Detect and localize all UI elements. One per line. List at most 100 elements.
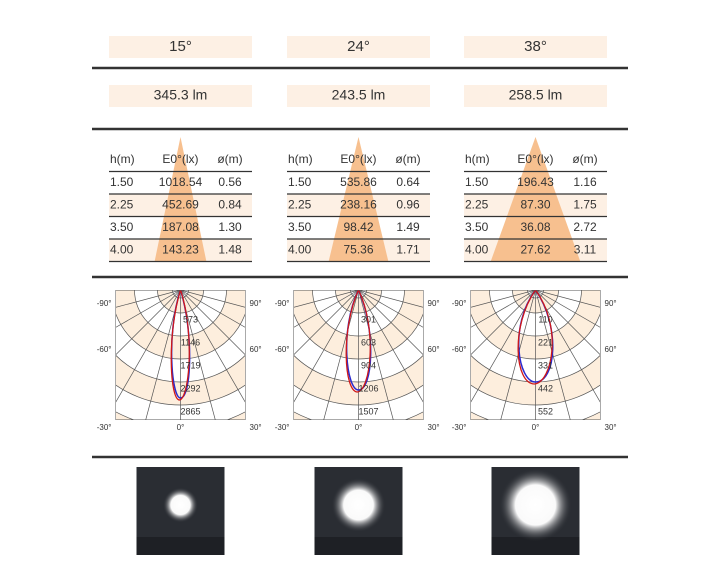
polar-spoke bbox=[358, 290, 424, 328]
table-cell: 0.56 bbox=[218, 175, 242, 189]
curve-red bbox=[345, 290, 371, 393]
photo-floor bbox=[491, 537, 580, 555]
polar-diagram bbox=[470, 290, 601, 420]
table-cell: 1.50 bbox=[465, 175, 489, 189]
table-header: h(m) bbox=[288, 152, 313, 166]
angle-label: -60° bbox=[452, 345, 467, 354]
angle-label: 60° bbox=[605, 345, 617, 354]
polar-spoke bbox=[470, 290, 536, 328]
polar-spoke bbox=[358, 290, 394, 420]
polar-spoke bbox=[323, 290, 359, 420]
polar-spoke bbox=[293, 290, 359, 404]
table-cell: 2.25 bbox=[288, 198, 312, 212]
table-cell: 1.48 bbox=[218, 243, 242, 257]
polar-spoke bbox=[180, 290, 216, 420]
polar-spoke bbox=[145, 290, 181, 420]
photometric-table: h(m) E0°(lx) ø(m) 1.50 196.43 1.16 2.25 87.30 1.… bbox=[464, 137, 607, 263]
angle-label: 90° bbox=[428, 299, 440, 308]
angle-label: -60° bbox=[275, 345, 290, 354]
ring-label: 1507 bbox=[358, 406, 378, 416]
lumen: 243.5 lm bbox=[332, 87, 386, 103]
ring-label: 1206 bbox=[358, 383, 378, 393]
table-cell: 452.69 bbox=[162, 198, 199, 212]
table-cell: 3.11 bbox=[574, 243, 597, 257]
polar-spoke bbox=[535, 290, 601, 328]
table-cell: 238.16 bbox=[340, 198, 377, 212]
lumen: 258.5 lm bbox=[509, 87, 563, 103]
polar-spoke bbox=[115, 290, 181, 404]
ring-label: 1719 bbox=[180, 360, 200, 370]
polar-spoke bbox=[180, 290, 246, 328]
polar-spoke bbox=[535, 290, 601, 308]
table-cell: 1.50 bbox=[288, 175, 312, 189]
photometric-table: h(m) E0°(lx) ø(m) 1.50 535.86 0.64 2.25 238.16 0… bbox=[287, 137, 430, 263]
table-cell: 1.30 bbox=[218, 220, 242, 234]
angle-label: 0° bbox=[532, 423, 540, 432]
angle-label: -90° bbox=[97, 299, 112, 308]
table-cell: 27.62 bbox=[520, 243, 550, 257]
lumen-band bbox=[109, 85, 252, 107]
polar-spoke bbox=[470, 290, 536, 308]
curve-red bbox=[170, 290, 190, 401]
table-cell: 1.49 bbox=[396, 220, 420, 234]
table-cell: 3.50 bbox=[288, 220, 312, 234]
table-cell: 1018.54 bbox=[159, 175, 203, 189]
polar-spoke bbox=[115, 290, 181, 356]
angle-label: 0° bbox=[355, 423, 363, 432]
table-cell: 98.42 bbox=[343, 220, 373, 234]
angle-label: -30° bbox=[97, 423, 112, 432]
polar-spoke bbox=[470, 290, 536, 356]
angle-label: -90° bbox=[452, 299, 467, 308]
beam-angle: 15° bbox=[169, 38, 192, 55]
table-cell: 1.71 bbox=[396, 243, 420, 257]
ring-label: 301 bbox=[361, 314, 376, 324]
table-cell: 0.96 bbox=[396, 198, 420, 212]
angle-label: 30° bbox=[605, 423, 617, 432]
ring-label: 331 bbox=[538, 360, 553, 370]
angle-label: 60° bbox=[250, 345, 262, 354]
polar-spoke bbox=[115, 290, 181, 328]
angle-label: -90° bbox=[275, 299, 290, 308]
ring-label: 603 bbox=[361, 337, 376, 347]
polar-spoke bbox=[180, 290, 246, 356]
polar-diagram bbox=[293, 290, 424, 420]
polar-spoke bbox=[535, 290, 571, 420]
polar-spoke bbox=[500, 290, 536, 420]
table-cell: 36.08 bbox=[520, 220, 550, 234]
lumen: 345.3 lm bbox=[154, 87, 208, 103]
polar-spoke bbox=[293, 290, 359, 308]
ring-label: 110 bbox=[538, 314, 552, 324]
beam-angle: 38° bbox=[524, 38, 547, 55]
lumen-band bbox=[464, 85, 607, 107]
polar-spoke bbox=[358, 290, 424, 404]
angle-label: -60° bbox=[97, 345, 112, 354]
table-header: ø(m) bbox=[572, 152, 597, 166]
angle-label: 30° bbox=[250, 423, 262, 432]
table-cell: 2.25 bbox=[110, 198, 134, 212]
photo-floor bbox=[136, 537, 225, 555]
angle-label: 30° bbox=[428, 423, 440, 432]
polar-spoke bbox=[358, 290, 424, 308]
light-spot bbox=[499, 468, 572, 542]
ring-label: 904 bbox=[361, 360, 376, 370]
angle-label: 60° bbox=[428, 345, 440, 354]
table-header: E0°(lx) bbox=[340, 152, 376, 166]
table-cell: 4.00 bbox=[465, 243, 489, 257]
light-spot bbox=[331, 478, 386, 532]
angle-label: 90° bbox=[250, 299, 262, 308]
beam-triangle bbox=[490, 137, 581, 262]
polar-spoke bbox=[115, 290, 181, 308]
angle-band bbox=[109, 36, 252, 58]
table-header: ø(m) bbox=[217, 152, 242, 166]
photometric-table: h(m) E0°(lx) ø(m) 1.50 1018.54 0.56 2.25 452.69… bbox=[109, 137, 252, 263]
table-cell: 535.86 bbox=[340, 175, 377, 189]
angle-label: -30° bbox=[275, 423, 290, 432]
table-cell: 0.64 bbox=[396, 175, 420, 189]
table-cell: 143.23 bbox=[162, 243, 199, 257]
angle-band bbox=[287, 36, 430, 58]
curve-red bbox=[517, 290, 553, 385]
lumen-band bbox=[287, 85, 430, 107]
polar-spoke bbox=[180, 290, 246, 404]
ring-label: 442 bbox=[538, 383, 553, 393]
